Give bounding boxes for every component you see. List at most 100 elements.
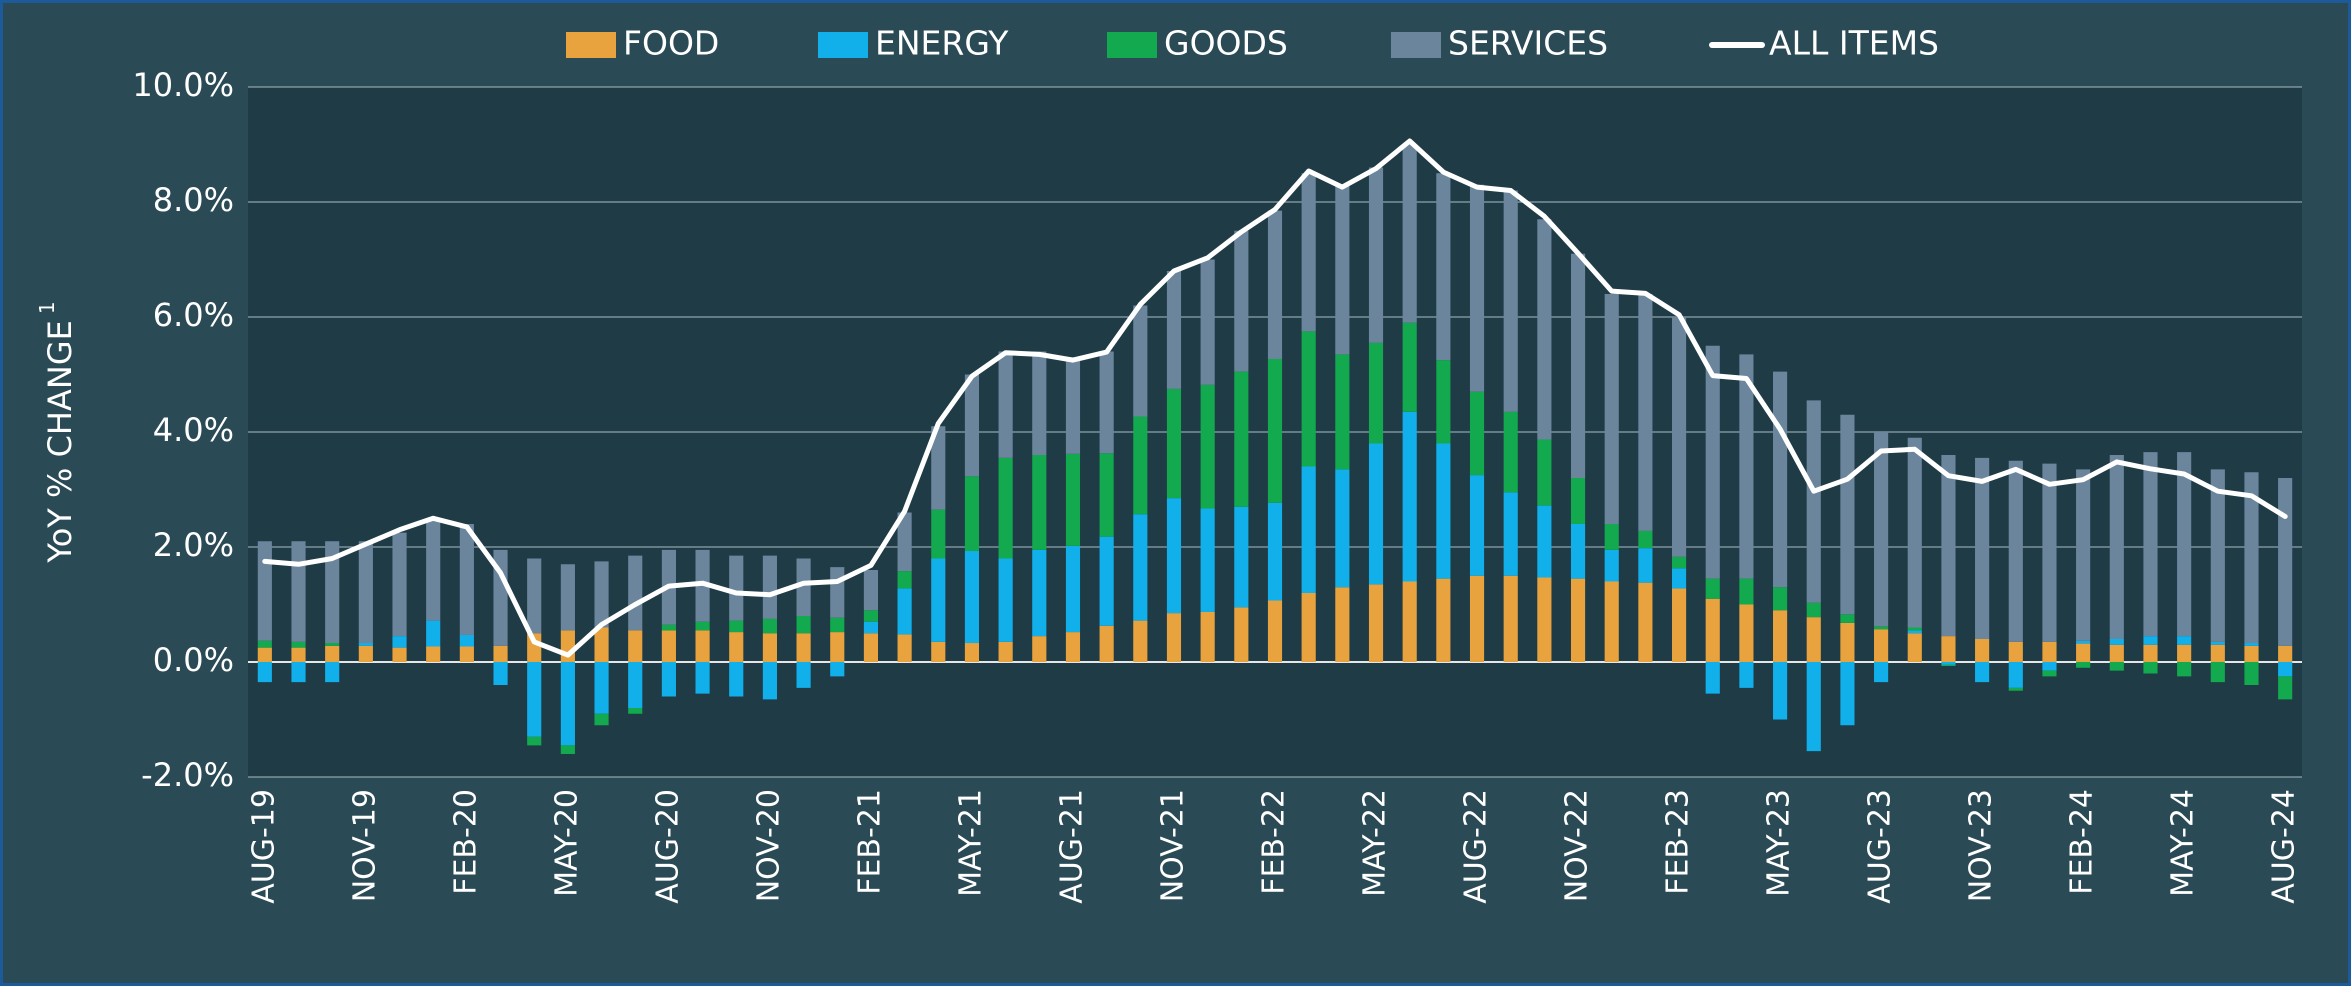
bar-segment [964, 374, 980, 477]
bar-segment [1773, 587, 1788, 611]
bar-segment [2177, 452, 2192, 637]
bar-segment [1032, 549, 1047, 637]
bar-segment [2042, 463, 2057, 642]
bar-segment [762, 662, 777, 700]
bar-segment [1874, 432, 1889, 627]
bar-segment [762, 633, 777, 662]
x-tick-label: AUG-19 [246, 789, 281, 904]
bar-segment [897, 588, 912, 635]
bar-segment [863, 633, 879, 662]
bar-segment [1570, 524, 1586, 579]
bar-segment [628, 662, 643, 708]
bar-segment [1975, 662, 1990, 683]
bar-segment [291, 662, 306, 683]
bar-segment [695, 621, 710, 631]
x-tick-label: MAY-21 [953, 789, 988, 897]
bar-segment [1773, 662, 1788, 720]
bar-segment [1469, 184, 1485, 392]
bar-segment [1773, 371, 1788, 588]
legend-label: ALL ITEMS [1769, 24, 1939, 63]
bar-segment [257, 640, 272, 648]
bar-segment [729, 662, 744, 697]
bar-segment [2008, 460, 2023, 642]
bar-segment [628, 555, 643, 631]
bar-segment [2244, 645, 2259, 662]
line-series [262, 138, 2288, 658]
bar-segment [2109, 639, 2124, 645]
bar-segment [1975, 457, 1990, 639]
bar-segment [2210, 641, 2225, 645]
bar-segment [1604, 581, 1619, 662]
bar-segment [1133, 416, 1148, 515]
bar-segment [1671, 588, 1687, 662]
y-tick-label: 2.0% [153, 526, 234, 564]
bar-segment [964, 476, 980, 552]
bar-segment [325, 662, 340, 683]
bar-segment [998, 351, 1013, 458]
bar-segment [931, 641, 946, 662]
bar-segment [2042, 641, 2057, 662]
x-tick-label: AUG-20 [650, 789, 685, 904]
bar-segment [257, 647, 272, 662]
bar-segment [560, 662, 575, 746]
bar-segment [594, 561, 609, 628]
bar-segment [1806, 400, 1821, 603]
bar-segment [1368, 584, 1384, 662]
bar-segment [931, 509, 946, 559]
bar-segment [1840, 622, 1855, 662]
bar-segment [1335, 469, 1350, 588]
bar-segment [1705, 345, 1720, 579]
bar-segment [1402, 144, 1417, 323]
bar-segment [1133, 514, 1148, 621]
bar-segment [1705, 578, 1720, 599]
bar-segment [931, 426, 946, 510]
bar-segment [358, 645, 373, 662]
legend-swatch [566, 32, 616, 58]
y-tick-label: -2.0% [141, 756, 234, 794]
bar-segment [762, 555, 777, 619]
x-tick-label: MAY-24 [2166, 789, 2201, 897]
bar-segment [291, 641, 306, 648]
bar-segment [2076, 640, 2091, 644]
bar-segment [1267, 358, 1283, 503]
y-tick-label: 8.0% [153, 181, 234, 219]
bar-segment [325, 541, 340, 644]
bar-segment [2143, 662, 2158, 674]
legend-label: FOOD [623, 24, 719, 63]
x-tick-label: FEB-21 [852, 789, 887, 895]
bar-segment [291, 647, 306, 662]
bar-segment [1907, 630, 1922, 634]
bar-segment [1267, 600, 1283, 662]
bar-segment [1671, 317, 1687, 557]
bar-segment [1335, 587, 1350, 662]
y-tick-label: 10.0% [132, 66, 234, 104]
bar-segment [830, 567, 845, 618]
bar-segment [2008, 687, 2023, 691]
x-tick-label: NOV-22 [1560, 789, 1595, 902]
bar-segment [493, 645, 508, 662]
bar-segment [1840, 414, 1855, 615]
bar-segment [1065, 632, 1081, 662]
bar-segment [527, 662, 542, 737]
bar-segment [1402, 581, 1417, 662]
bar-segment [2143, 644, 2158, 662]
bar-segment [1032, 455, 1047, 550]
bar-segment [1436, 360, 1451, 444]
bar-segment [1469, 575, 1485, 662]
bar-segment [729, 632, 744, 662]
bar-segment [863, 621, 879, 634]
x-tick-label: FEB-24 [2065, 789, 2100, 895]
bar-segment [1436, 173, 1451, 361]
bar-segment [1941, 455, 1956, 637]
bar-segment [1806, 617, 1821, 662]
bar-segment [527, 736, 542, 746]
bar-segment [1335, 184, 1350, 355]
bar-segment [863, 610, 879, 622]
bar-segment [1301, 173, 1316, 332]
bar-segment [830, 632, 845, 662]
bar-segment [628, 708, 643, 714]
bar-segment [2076, 469, 2091, 641]
bar-segment [998, 558, 1013, 642]
x-tick-label: NOV-23 [1964, 789, 1999, 902]
